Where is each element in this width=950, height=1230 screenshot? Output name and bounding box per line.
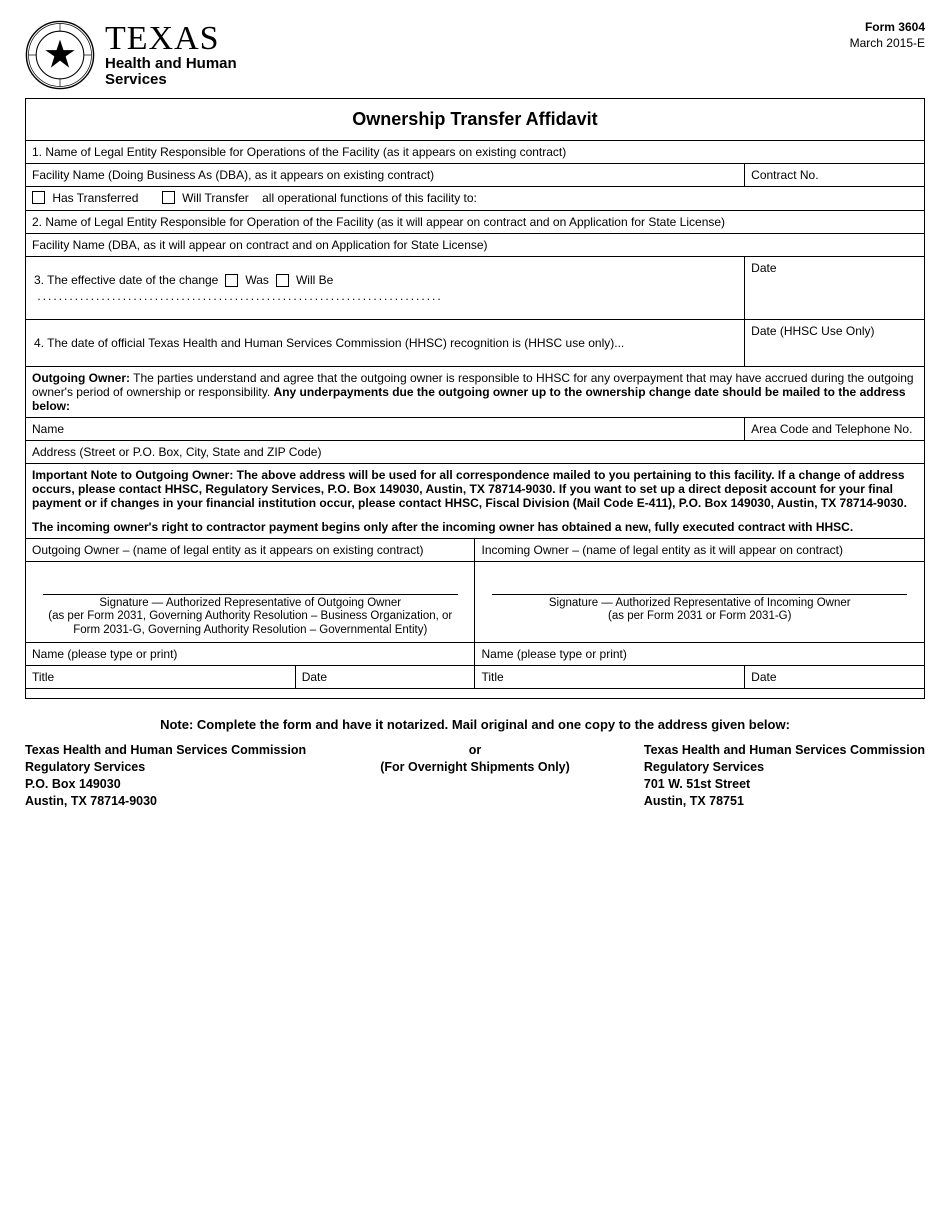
form-revision-date: March 2015-E bbox=[850, 36, 925, 52]
row-hhsc-recognition: 4. The date of official Texas Health and… bbox=[26, 319, 745, 366]
important-note: Important Note to Outgoing Owner: The ab… bbox=[32, 468, 907, 510]
label-f3-lead: 3. The effective date of the change bbox=[34, 273, 218, 287]
logo-hh2: Services bbox=[105, 72, 237, 89]
label-incoming-owner: Incoming Owner – (name of legal entity a… bbox=[481, 543, 843, 557]
checkbox-will-transfer[interactable] bbox=[162, 191, 175, 204]
or-label: or bbox=[469, 743, 482, 757]
sig-out-3: Form 2031-G, Governing Authority Resolut… bbox=[73, 624, 427, 636]
label-date-out: Date bbox=[302, 670, 327, 684]
checkbox-was[interactable] bbox=[225, 274, 238, 287]
incoming-note: The incoming owner's right to contractor… bbox=[32, 520, 853, 534]
label-date: Date bbox=[751, 261, 776, 275]
overnight-label: (For Overnight Shipments Only) bbox=[380, 760, 570, 774]
label-f2: 2. Name of Legal Entity Responsible for … bbox=[32, 215, 725, 229]
field-address[interactable]: Address (Street or P.O. Box, City, State… bbox=[26, 440, 925, 463]
affidavit-form: Ownership Transfer Affidavit 1. Name of … bbox=[25, 98, 925, 699]
signature-incoming[interactable] bbox=[481, 566, 918, 594]
sig-cell-incoming: Signature — Authorized Representative of… bbox=[475, 561, 925, 642]
label-name-print-in: Name (please type or print) bbox=[481, 647, 626, 661]
row-effective-date: 3. The effective date of the change Was … bbox=[26, 257, 745, 319]
outgoing-lead: Outgoing Owner: bbox=[32, 371, 130, 385]
field-title-in[interactable]: Title bbox=[475, 666, 745, 689]
field-hhsc-date[interactable]: Date (HHSC Use Only) bbox=[745, 319, 925, 366]
sig-in-2: (as per Form 2031 or Form 2031-G) bbox=[608, 610, 791, 622]
label-date-in: Date bbox=[751, 670, 776, 684]
sig-out-2: (as per Form 2031, Governing Authority R… bbox=[48, 610, 452, 622]
form-number: Form 3604 bbox=[850, 20, 925, 36]
footer-note: Note: Complete the form and have it nota… bbox=[25, 717, 925, 732]
mailing-address-1: Texas Health and Human Services Commissi… bbox=[25, 742, 306, 810]
logo-block: TEXAS Health and Human Services bbox=[25, 20, 237, 90]
field-date-in[interactable]: Date bbox=[745, 666, 925, 689]
row-transfer-checkboxes: Has Transferred Will Transfer all operat… bbox=[26, 187, 925, 211]
logo-hh1: Health and Human bbox=[105, 56, 237, 73]
field-outgoing-owner[interactable]: Outgoing Owner – (name of legal entity a… bbox=[26, 538, 475, 561]
label-has-transferred: Has Transferred bbox=[52, 191, 138, 205]
label-facility-dba: Facility Name (Doing Business As (DBA), … bbox=[32, 168, 434, 182]
logo-texas: TEXAS bbox=[105, 22, 237, 56]
checkbox-will-be[interactable] bbox=[276, 274, 289, 287]
label-title-out: Title bbox=[32, 670, 54, 684]
signature-outgoing[interactable] bbox=[32, 566, 468, 594]
label-address: Address (Street or P.O. Box, City, State… bbox=[32, 445, 321, 459]
checkbox-has-transferred[interactable] bbox=[32, 191, 45, 204]
label-willbe: Will Be bbox=[296, 273, 333, 287]
field-effective-date[interactable]: Date bbox=[745, 257, 925, 319]
label-was: Was bbox=[245, 273, 269, 287]
sig-in-1: Signature — Authorized Representative of… bbox=[549, 597, 851, 609]
outgoing-owner-paragraph: Outgoing Owner: The parties understand a… bbox=[26, 366, 925, 417]
dots-1: ........................................… bbox=[37, 289, 442, 303]
important-notes-block: Important Note to Outgoing Owner: The ab… bbox=[26, 463, 925, 538]
label-will-transfer: Will Transfer bbox=[182, 191, 249, 205]
field-name-print-out[interactable]: Name (please type or print) bbox=[26, 643, 475, 666]
label-phone: Area Code and Telephone No. bbox=[751, 422, 912, 436]
label-title-in: Title bbox=[481, 670, 503, 684]
field-date-out[interactable]: Date bbox=[295, 666, 475, 689]
label-outgoing-owner: Outgoing Owner – (name of legal entity a… bbox=[32, 543, 424, 557]
label-contract-no: Contract No. bbox=[751, 168, 818, 182]
mailing-or: or (For Overnight Shipments Only) bbox=[380, 742, 570, 810]
label-name: Name bbox=[32, 422, 64, 436]
form-title: Ownership Transfer Affidavit bbox=[32, 103, 918, 136]
label-name-print-out: Name (please type or print) bbox=[32, 647, 177, 661]
field-legal-entity-new[interactable]: 2. Name of Legal Entity Responsible for … bbox=[26, 211, 925, 234]
label-facility-dba2: Facility Name (DBA, as it will appear on… bbox=[32, 238, 488, 252]
label-hhsc-date: Date (HHSC Use Only) bbox=[751, 324, 874, 338]
field-facility-dba[interactable]: Facility Name (Doing Business As (DBA), … bbox=[26, 164, 745, 187]
label-f1: 1. Name of Legal Entity Responsible for … bbox=[32, 145, 566, 159]
field-incoming-owner[interactable]: Incoming Owner – (name of legal entity a… bbox=[475, 538, 925, 561]
field-name-print-in[interactable]: Name (please type or print) bbox=[475, 643, 925, 666]
field-legal-entity-existing[interactable]: 1. Name of Legal Entity Responsible for … bbox=[26, 141, 925, 164]
texas-seal-icon bbox=[25, 20, 95, 90]
footer-addresses: Texas Health and Human Services Commissi… bbox=[25, 742, 925, 810]
field-title-out[interactable]: Title bbox=[26, 666, 296, 689]
mailing-address-2: Texas Health and Human Services Commissi… bbox=[644, 742, 925, 810]
sig-out-1: Signature — Authorized Representative of… bbox=[99, 597, 401, 609]
form-number-block: Form 3604 March 2015-E bbox=[850, 20, 925, 51]
field-contract-no[interactable]: Contract No. bbox=[745, 164, 925, 187]
field-facility-dba2[interactable]: Facility Name (DBA, as it will appear on… bbox=[26, 234, 925, 257]
label-f4: 4. The date of official Texas Health and… bbox=[34, 336, 624, 350]
spacer-row bbox=[26, 689, 925, 699]
field-name[interactable]: Name bbox=[26, 417, 745, 440]
label-transfer-tail: all operational functions of this facili… bbox=[262, 191, 477, 205]
page-header: TEXAS Health and Human Services Form 360… bbox=[25, 20, 925, 90]
sig-cell-outgoing: Signature — Authorized Representative of… bbox=[26, 561, 475, 642]
field-phone[interactable]: Area Code and Telephone No. bbox=[745, 417, 925, 440]
